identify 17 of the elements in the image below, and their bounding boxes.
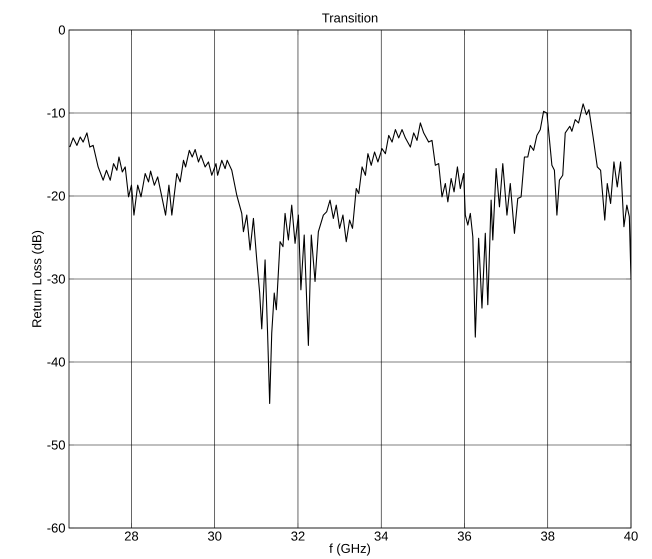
y-tick-label: -30 — [47, 274, 65, 284]
x-tick-label: 38 — [541, 532, 554, 541]
y-axis-title: Return Loss (dB) — [32, 230, 44, 327]
y-tick-label: 0 — [58, 25, 65, 35]
x-tick-label: 28 — [124, 532, 138, 541]
chart-title: Transition — [322, 13, 378, 23]
y-tick-label: -60 — [47, 523, 65, 533]
y-tick-label: -40 — [47, 357, 65, 367]
y-tick-label: -20 — [47, 191, 65, 201]
y-tick-label: -50 — [47, 440, 65, 450]
x-tick-label: 34 — [374, 532, 388, 541]
x-tick-label: 30 — [208, 532, 222, 541]
x-axis-title: f (GHz) — [329, 544, 370, 556]
x-tick-label: 32 — [291, 532, 305, 541]
y-tick-label: -10 — [47, 108, 65, 118]
x-tick-label: 36 — [458, 532, 472, 541]
x-tick-label: 40 — [624, 532, 638, 541]
